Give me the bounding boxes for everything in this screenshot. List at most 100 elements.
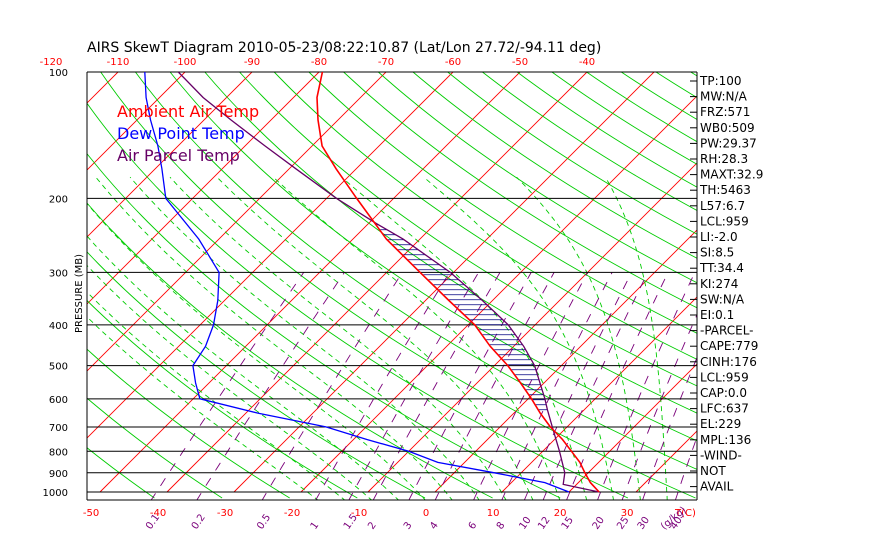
index-label: KI:274 (700, 277, 738, 291)
index-label: PW:29.37 (700, 136, 757, 150)
top-temp-tick-label: -80 (311, 57, 327, 68)
index-label: NOT (700, 464, 726, 478)
mixing-ratio-line (523, 272, 633, 500)
mixing-ratio-line (408, 272, 532, 500)
legend-entry-parcel: Air Parcel Temp (117, 146, 240, 165)
pressure-tick-label: 800 (49, 447, 68, 458)
index-label: TH:5463 (699, 183, 751, 197)
moist-adiabat-line (87, 264, 373, 500)
mixing-ratio-line (542, 272, 649, 500)
bottom-temp-tick-label: -20 (284, 508, 300, 519)
mixing-ratio-line (566, 272, 669, 500)
index-label: MPL:136 (700, 433, 751, 447)
top-temp-tick-label: -50 (512, 57, 528, 68)
dry-adiabat-line (655, 72, 697, 99)
chart-title: AIRS SkewT Diagram 2010-05-23/08:22:10.8… (87, 40, 601, 56)
moist-adiabat-line (95, 176, 453, 500)
moist-adiabat-line (216, 176, 534, 500)
moist-adiabat-line (87, 202, 426, 500)
bottom-temp-tick-label: -50 (83, 508, 99, 519)
index-label: SI:8.5 (700, 246, 734, 260)
pressure-tick-label: 200 (49, 194, 68, 205)
bottom-temp-tick-label: 20 (554, 508, 567, 519)
pressure-tick-label: 400 (49, 321, 68, 332)
mixing-ratio-line (150, 272, 305, 500)
isotherm-line (87, 72, 186, 171)
top-temp-tick-label: -70 (378, 57, 394, 68)
mixing-ratio-label: 20 (591, 515, 607, 532)
pressure-tick-label: 300 (49, 268, 68, 279)
mixing-ratio-label: 12 (536, 515, 552, 532)
isobar-lines (87, 71, 697, 493)
dry-adiabat-line (378, 72, 697, 284)
mixing-ratio-label: 8 (495, 520, 508, 532)
isotherm-line (87, 72, 320, 305)
mixing-ratio-line (473, 272, 588, 500)
index-label: AVAIL (700, 480, 734, 494)
bottom-temp-tick-label: 30 (621, 508, 634, 519)
index-label: LI:-2.0 (700, 230, 738, 244)
index-label: LCL:959 (700, 214, 749, 228)
index-label: L57:6.7 (700, 199, 745, 213)
mixing-ratio-line (597, 272, 696, 500)
index-label: SW:N/A (700, 292, 745, 306)
mixing-ratio-line (372, 272, 501, 500)
mixing-ratio-label: 1 (309, 520, 322, 532)
top-temp-tick-label: -60 (445, 57, 461, 68)
isotherm-line (501, 296, 697, 493)
mixing-ratio-label: 3 (402, 520, 415, 532)
moist-adiabat-line (272, 176, 561, 500)
moist-adiabat-line (87, 235, 400, 500)
top-temperature-axis: -120 -110 -100 -90 -80 -70 -60 -50 -40 (40, 57, 596, 68)
mixing-ratio-label: 0.5 (255, 512, 273, 531)
bottom-temp-tick-label: 10 (487, 508, 500, 519)
pressure-tick-label: 100 (49, 68, 68, 79)
pressure-tick-label: 1000 (43, 488, 68, 499)
y-axis-label: PRESSURE (MB) (74, 254, 85, 333)
bottom-temp-tick-label: -30 (217, 508, 233, 519)
dry-adiabat-line (482, 72, 697, 211)
mixing-ratio-line (261, 272, 403, 500)
bottom-temp-tick-label: -40 (150, 508, 166, 519)
dry-adiabat-line (308, 72, 697, 334)
top-temp-tick-label: -120 (40, 57, 63, 68)
mixing-ratio-line (642, 356, 697, 500)
isotherm-line (87, 72, 387, 372)
pressure-axis: 100 200 300 400 500 600 700 800 900 1000 (43, 68, 68, 499)
legend-entry-dewpoint: Dew Point Temp (117, 124, 245, 143)
top-temp-tick-label: -40 (579, 57, 595, 68)
isotherm-line (770, 72, 870, 492)
index-label: LFC:637 (700, 402, 749, 416)
dry-adiabat-line (760, 72, 870, 498)
dry-adiabat-line (830, 72, 870, 498)
moist-adiabat-line (516, 176, 641, 500)
dry-adiabat-line (87, 152, 561, 499)
pressure-tick-label: 700 (49, 423, 68, 434)
series-line-dewpoint (144, 72, 570, 493)
moist-adiabat-line (423, 176, 614, 500)
index-label: LCL:959 (700, 370, 749, 384)
mixing-ratio-line (196, 272, 345, 500)
mixing-ratio-label: 2 (366, 520, 379, 532)
series-line-parcel (177, 72, 600, 493)
sounding-series (144, 72, 600, 493)
dry-adiabat-line (412, 72, 697, 259)
top-temp-tick-label: -100 (174, 57, 197, 68)
index-label: -WIND- (700, 448, 742, 462)
series-line-ambient (316, 72, 600, 493)
pressure-tick-label: 900 (49, 469, 68, 480)
top-temp-tick-label: -110 (107, 57, 130, 68)
mixing-ratio-label: 0.2 (190, 512, 208, 531)
legend-entry-ambient: Ambient Air Temp (117, 102, 259, 121)
index-label: MW:N/A (700, 90, 748, 104)
mixing-ratio-line (348, 272, 479, 500)
index-label: RH:28.3 (700, 152, 748, 166)
dry-adiabat-line (516, 72, 697, 188)
index-label: FRZ:571 (700, 105, 750, 119)
moist-adiabat-line (341, 176, 588, 500)
mixing-ratio-label: 6 (467, 520, 480, 532)
index-label: TP:100 (699, 74, 742, 88)
index-label: WB0:509 (700, 121, 755, 135)
